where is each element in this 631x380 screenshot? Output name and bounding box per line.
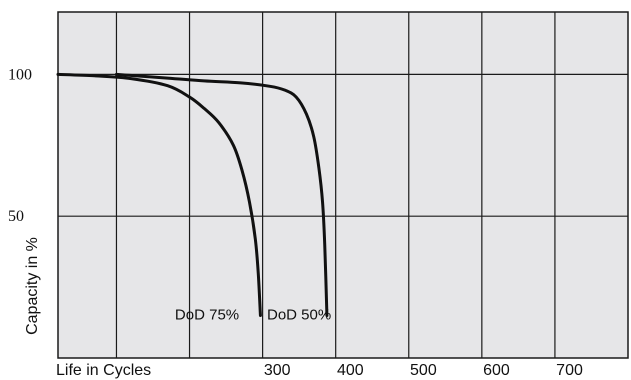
x-tick-label: 500 xyxy=(410,362,437,379)
y-tick-label: 100 xyxy=(8,66,32,83)
series-line xyxy=(114,72,329,317)
series-annotation: DoD 75% xyxy=(175,306,239,323)
x-tick-label: 700 xyxy=(556,362,583,379)
x-tick-label: 400 xyxy=(337,362,364,379)
annotations: DoD 75% DoD 50% xyxy=(175,306,331,323)
data-series xyxy=(56,72,329,317)
x-tick-label: 300 xyxy=(264,362,291,379)
series-annotation: DoD 50% xyxy=(267,306,331,323)
y-axis-label: Capacity in % xyxy=(24,237,41,335)
plot-area xyxy=(57,11,629,359)
y-tick-label: 50 xyxy=(8,208,24,225)
x-tick-label: 600 xyxy=(483,362,510,379)
series-line xyxy=(56,72,262,317)
tick-labels: 100 50 300 400 500 600 700 xyxy=(8,66,583,379)
x-axis-label: Life in Cycles xyxy=(56,362,151,379)
gridlines xyxy=(58,12,628,358)
